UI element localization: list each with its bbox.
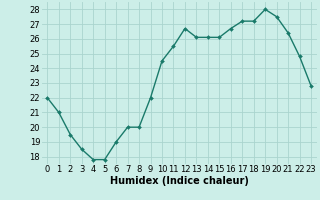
X-axis label: Humidex (Indice chaleur): Humidex (Indice chaleur) [110,176,249,186]
